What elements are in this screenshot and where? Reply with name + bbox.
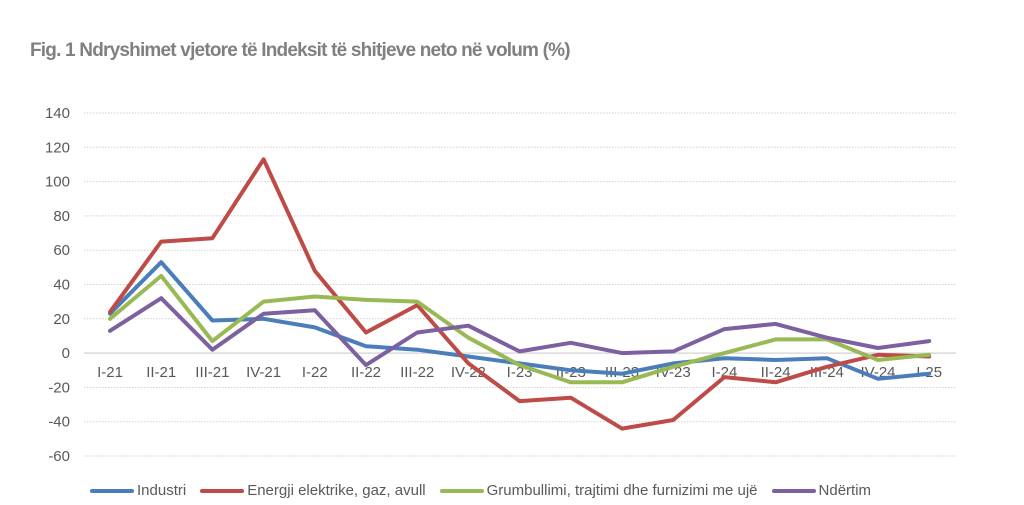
y-tick-label: 140 <box>45 105 70 122</box>
legend-swatch <box>200 488 245 493</box>
x-tick-label: II-24 <box>761 364 791 381</box>
y-tick-label: 20 <box>53 311 70 328</box>
chart-legend: Industri Energji elektrike, gaz, avull Gru… <box>90 482 885 499</box>
legend-item: Grumbullimi, trajtimi dhe furnizimi me u… <box>439 482 758 499</box>
chart-title: Fig. 1 Ndryshimet vjetore të Indeksit të… <box>30 40 571 61</box>
legend-label: Industri <box>137 482 187 499</box>
y-tick-label: -40 <box>48 414 70 431</box>
legend-swatch <box>90 488 134 493</box>
y-axis-ticks: 140 120 100 80 60 40 20 0 -20 -40 -60 <box>45 105 70 465</box>
legend-swatch <box>439 488 484 493</box>
x-tick-label: I-21 <box>97 364 123 381</box>
series-line-3 <box>108 273 932 385</box>
y-tick-label: -20 <box>48 379 70 396</box>
x-tick-label: I-22 <box>302 364 328 381</box>
y-tick-label: 100 <box>45 174 70 191</box>
legend-label: Energji elektrike, gaz, avull <box>247 482 426 499</box>
series-line-2 <box>108 157 932 431</box>
series-line-4 <box>108 296 932 368</box>
series-lines <box>108 157 932 431</box>
x-tick-label: II-22 <box>351 364 381 381</box>
legend-item: Energji elektrike, gaz, avull <box>200 482 426 499</box>
y-tick-label: 80 <box>53 208 70 225</box>
legend-label: Grumbullimi, trajtimi dhe furnizimi me u… <box>486 482 758 499</box>
x-tick-label: III-22 <box>400 364 434 381</box>
y-tick-label: 0 <box>62 345 70 362</box>
y-tick-label: 120 <box>45 139 70 156</box>
legend-item: Ndërtim <box>771 482 872 499</box>
legend-swatch <box>771 488 816 493</box>
legend-label: Ndërtim <box>818 482 872 499</box>
x-tick-label: IV-21 <box>246 364 281 381</box>
x-tick-label: III-21 <box>195 364 229 381</box>
y-tick-label: -60 <box>48 448 70 465</box>
series-line-1 <box>108 260 932 381</box>
y-tick-label: 40 <box>53 277 70 294</box>
gridlines <box>84 112 956 457</box>
x-tick-label: II-21 <box>146 364 176 381</box>
legend-item: Industri <box>90 482 186 499</box>
y-tick-label: 60 <box>53 242 70 259</box>
